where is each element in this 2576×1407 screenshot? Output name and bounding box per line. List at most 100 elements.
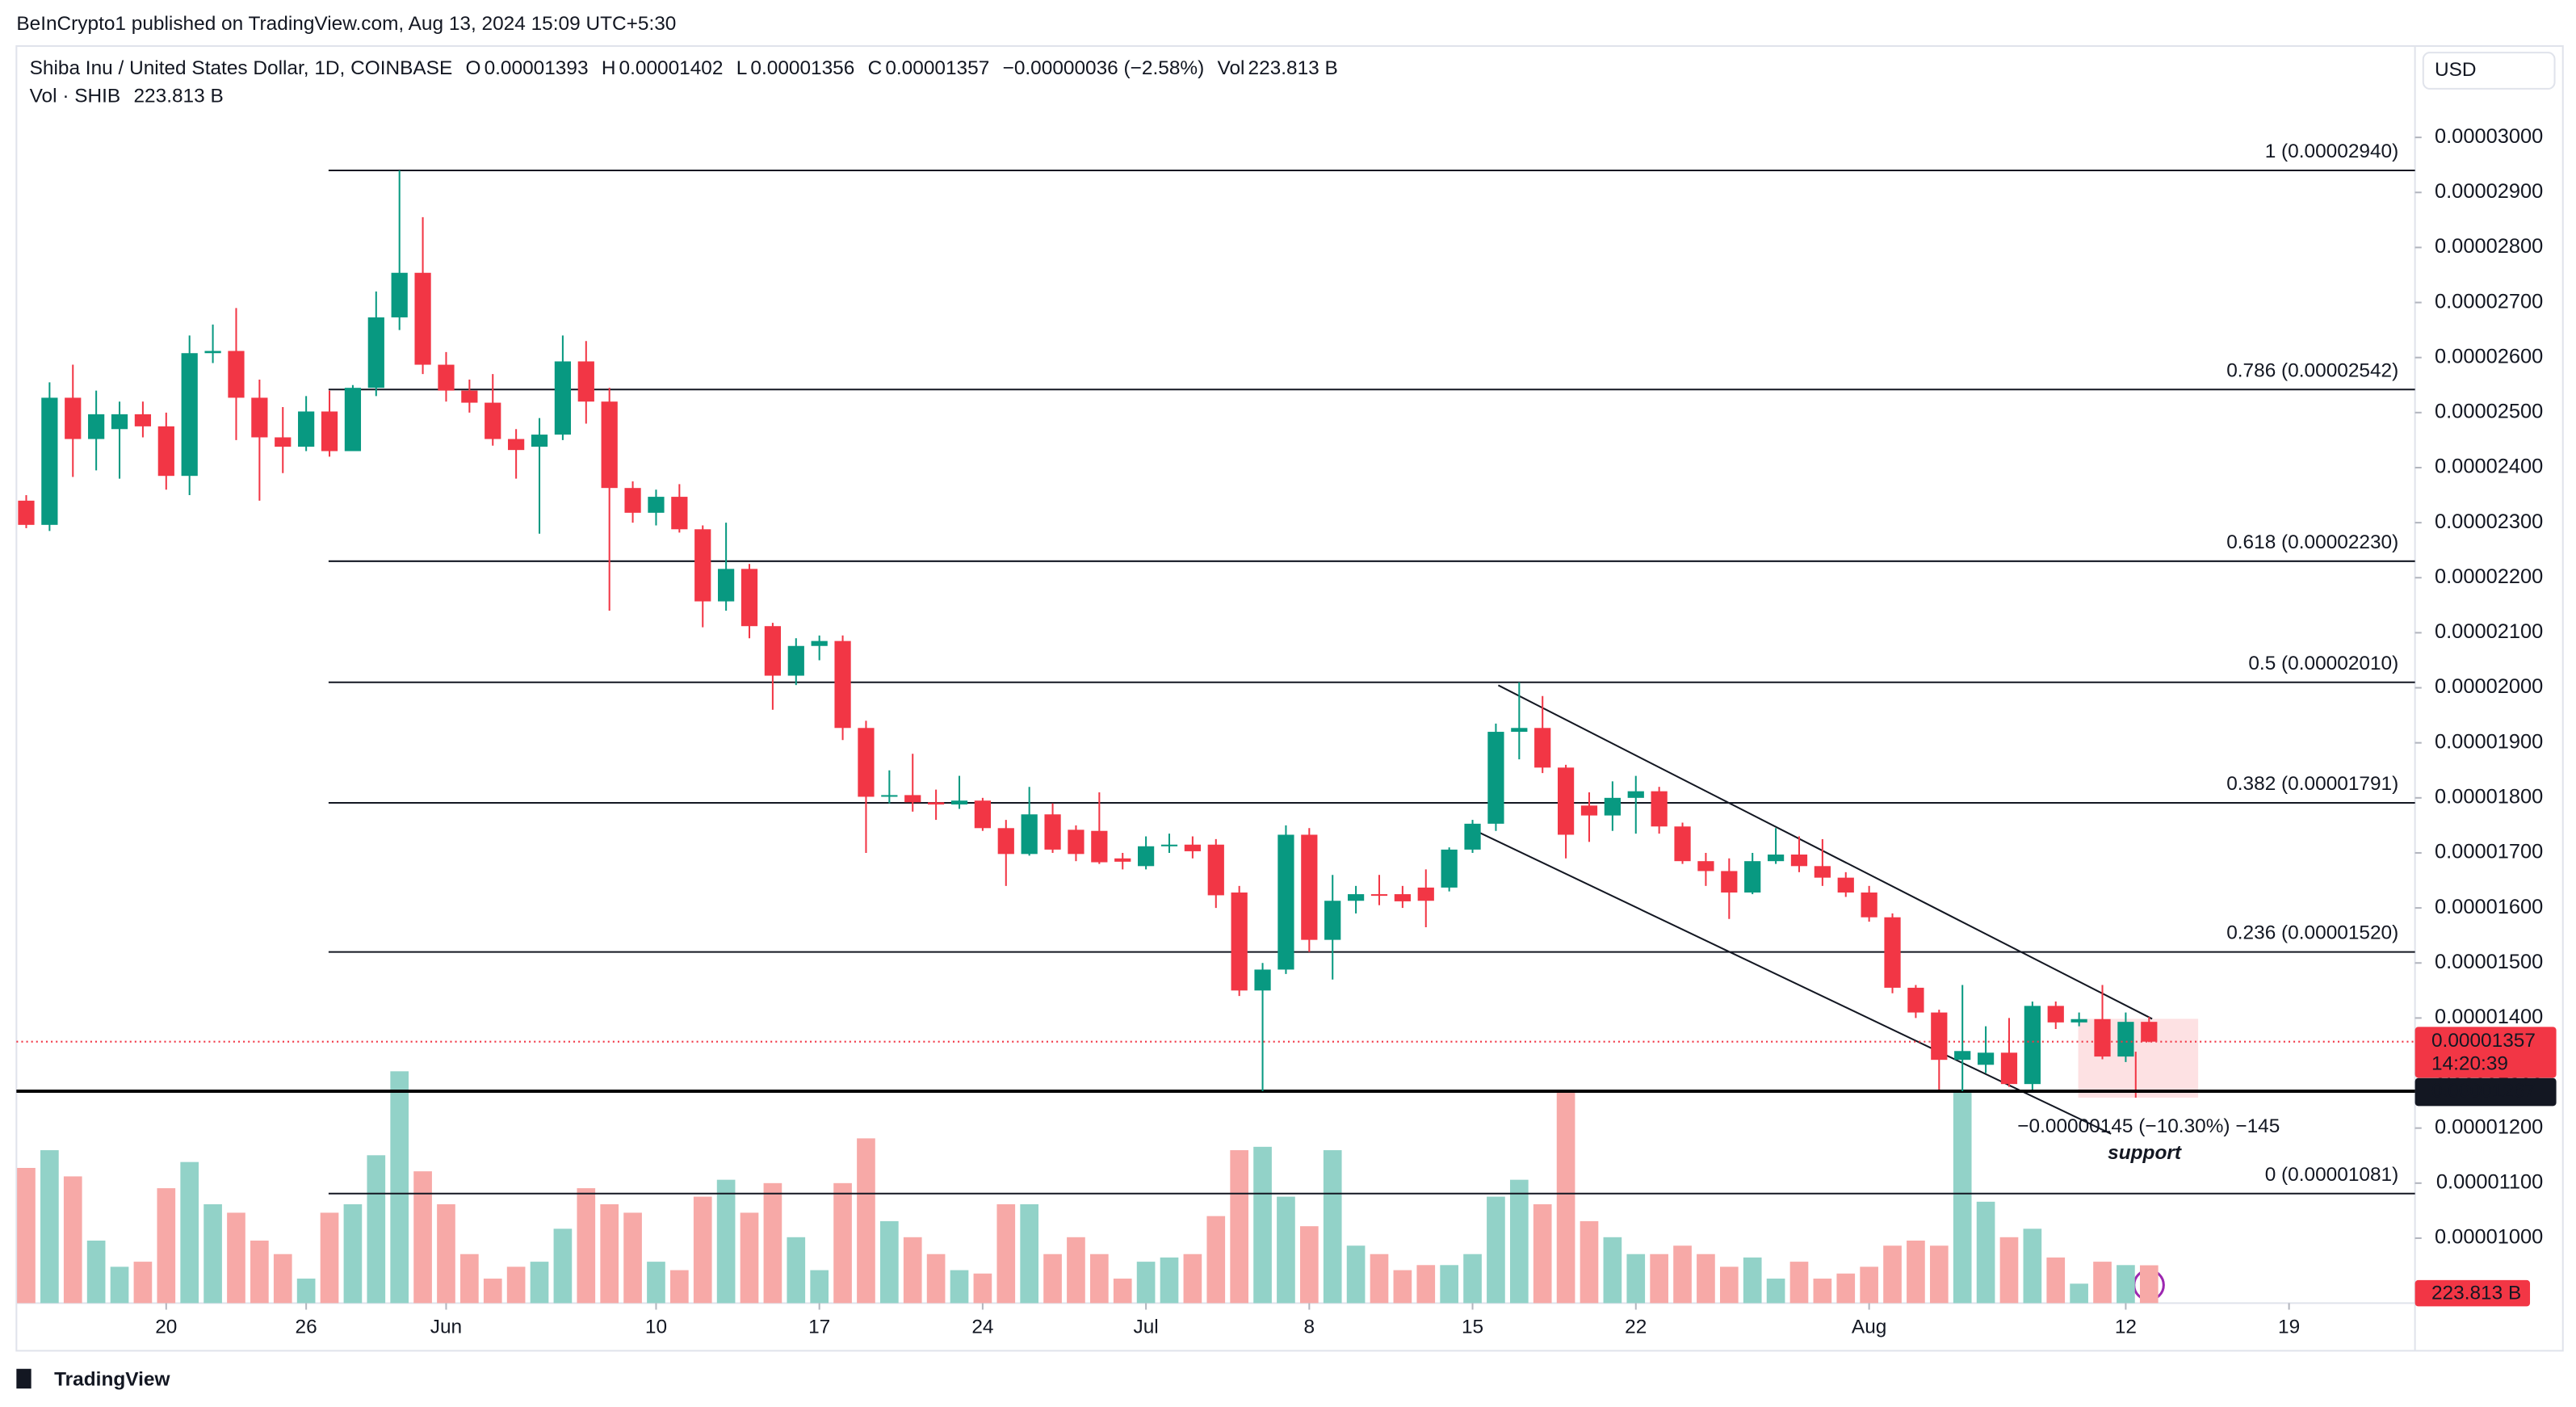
volume-bar (973, 1273, 992, 1304)
currency-button[interactable] (2422, 52, 2556, 90)
x-tick-label: 12 (2115, 1316, 2137, 1338)
candle-body (2000, 1052, 2018, 1085)
vol-name: Vol (1218, 57, 1245, 79)
vol-series: Vol · SHIB (30, 86, 121, 107)
candle-body (88, 414, 105, 439)
y-tick-label: 0.00002500 (2435, 401, 2543, 423)
candle-body (811, 640, 828, 646)
title: Shiba Inu / United States Dollar, 1D, CO… (30, 57, 453, 79)
x-tick-label: 22 (1625, 1316, 1647, 1338)
volume-bar (1883, 1245, 1902, 1304)
volume-bar (460, 1254, 479, 1304)
volume-bar (2117, 1265, 2135, 1304)
y-tick-label: 0.00003000 (2435, 125, 2543, 148)
volume-bar (1766, 1279, 1785, 1304)
y-tick-label: 0.00001500 (2435, 951, 2543, 973)
volume-bar (1440, 1265, 1458, 1304)
candle-body (1580, 805, 1598, 816)
y-tick-label: 0.00002100 (2435, 620, 2543, 643)
candle-body (181, 353, 198, 477)
candle-body (1557, 767, 1575, 835)
candle-body (1861, 892, 1877, 918)
y-tick-label: 0.00002700 (2435, 290, 2543, 313)
volume-bar (1976, 1201, 1995, 1304)
volume-bar (1299, 1226, 1319, 1304)
candle-body (204, 351, 221, 354)
candle-body (764, 626, 782, 676)
candle-body (1511, 728, 1528, 733)
candle-body (1814, 866, 1831, 878)
candle-body (391, 272, 408, 317)
candle-body (1301, 834, 1318, 940)
x-tick-label: 20 (155, 1316, 177, 1338)
volume-bar (180, 1161, 199, 1304)
volume-bar (86, 1240, 106, 1304)
support-price-text: 0.00001267 (2431, 1080, 2536, 1102)
volume-bar (1370, 1254, 1389, 1304)
y-tick-label: 0.00002400 (2435, 456, 2543, 478)
volume-bar (1020, 1203, 1038, 1304)
candle-body (18, 500, 35, 525)
fib-label: 0.382 (0.00001791) (2226, 773, 2398, 795)
candle-body (1394, 894, 1411, 901)
candle-body (1068, 830, 1085, 855)
volume-bar (1789, 1262, 1809, 1304)
candle-body (1487, 732, 1504, 824)
candle-body (275, 437, 292, 447)
volume-bar (1090, 1254, 1109, 1304)
volume-bar (110, 1266, 129, 1304)
candle-body (1044, 814, 1061, 850)
volume-bar (2093, 1262, 2112, 1304)
x-tick-label: 24 (971, 1316, 993, 1338)
y-tick-label: 0.00002900 (2435, 180, 2543, 203)
y-tick-label: 0.00001000 (2435, 1226, 2543, 1249)
vol-series-value: 223.813 B (133, 86, 223, 107)
volume-bar (1533, 1203, 1552, 1304)
y-tick-label: 0.00001100 (2436, 1171, 2543, 1194)
volume-bar (1953, 1092, 1972, 1304)
volume-bar (1999, 1237, 2019, 1304)
volume-bar (133, 1262, 153, 1304)
candle-body (508, 439, 525, 451)
volume-bar (950, 1270, 969, 1304)
publisher: BeInCrypto1 published on TradingView.com… (16, 13, 676, 35)
candle-body (1441, 849, 1458, 888)
fib-label: 0.786 (0.00002542) (2226, 359, 2398, 381)
candle-body (601, 401, 618, 489)
volume-bar (716, 1179, 736, 1304)
volume-bar (1277, 1196, 1295, 1304)
volume-bar (1907, 1240, 1925, 1304)
candle-body (1137, 846, 1155, 867)
fib-label: 0.236 (0.00001520) (2226, 922, 2398, 944)
candle-body (787, 645, 804, 676)
fib-label: 1 (0.00002940) (2265, 141, 2399, 162)
vol-value: 223.813 B (1248, 57, 1338, 79)
volume-bar (1416, 1265, 1436, 1304)
volume-badge (2414, 1279, 2531, 1307)
brand: TradingView (54, 1368, 170, 1390)
volume-bar (1719, 1266, 1739, 1304)
fib-label: 0 (0.00001081) (2265, 1164, 2399, 1186)
volume-bar (63, 1176, 82, 1304)
volume-bar (1580, 1220, 1599, 1304)
volume-bar (390, 1071, 409, 1304)
candle-body (1021, 814, 1038, 855)
candle-body (648, 497, 665, 513)
x-tick-label: 17 (808, 1316, 830, 1338)
candle-body (577, 361, 594, 402)
volume-bar (1067, 1237, 1085, 1304)
x-tick-label: Jul (1134, 1316, 1159, 1338)
currency[interactable]: USD (2435, 59, 2477, 81)
volume-bar (320, 1212, 339, 1304)
volume-bar (926, 1254, 946, 1304)
candle-body (1837, 877, 1854, 893)
candle-body (1651, 791, 1668, 827)
candle-body (1184, 844, 1201, 851)
x-tick-label: 26 (296, 1316, 317, 1338)
volume-bar (506, 1266, 526, 1304)
volume-bar (2046, 1257, 2066, 1304)
volume-bar (996, 1203, 1016, 1304)
candle-body (1884, 917, 1901, 988)
volume-bar (1206, 1216, 1226, 1304)
volume-bar (1230, 1150, 1248, 1304)
